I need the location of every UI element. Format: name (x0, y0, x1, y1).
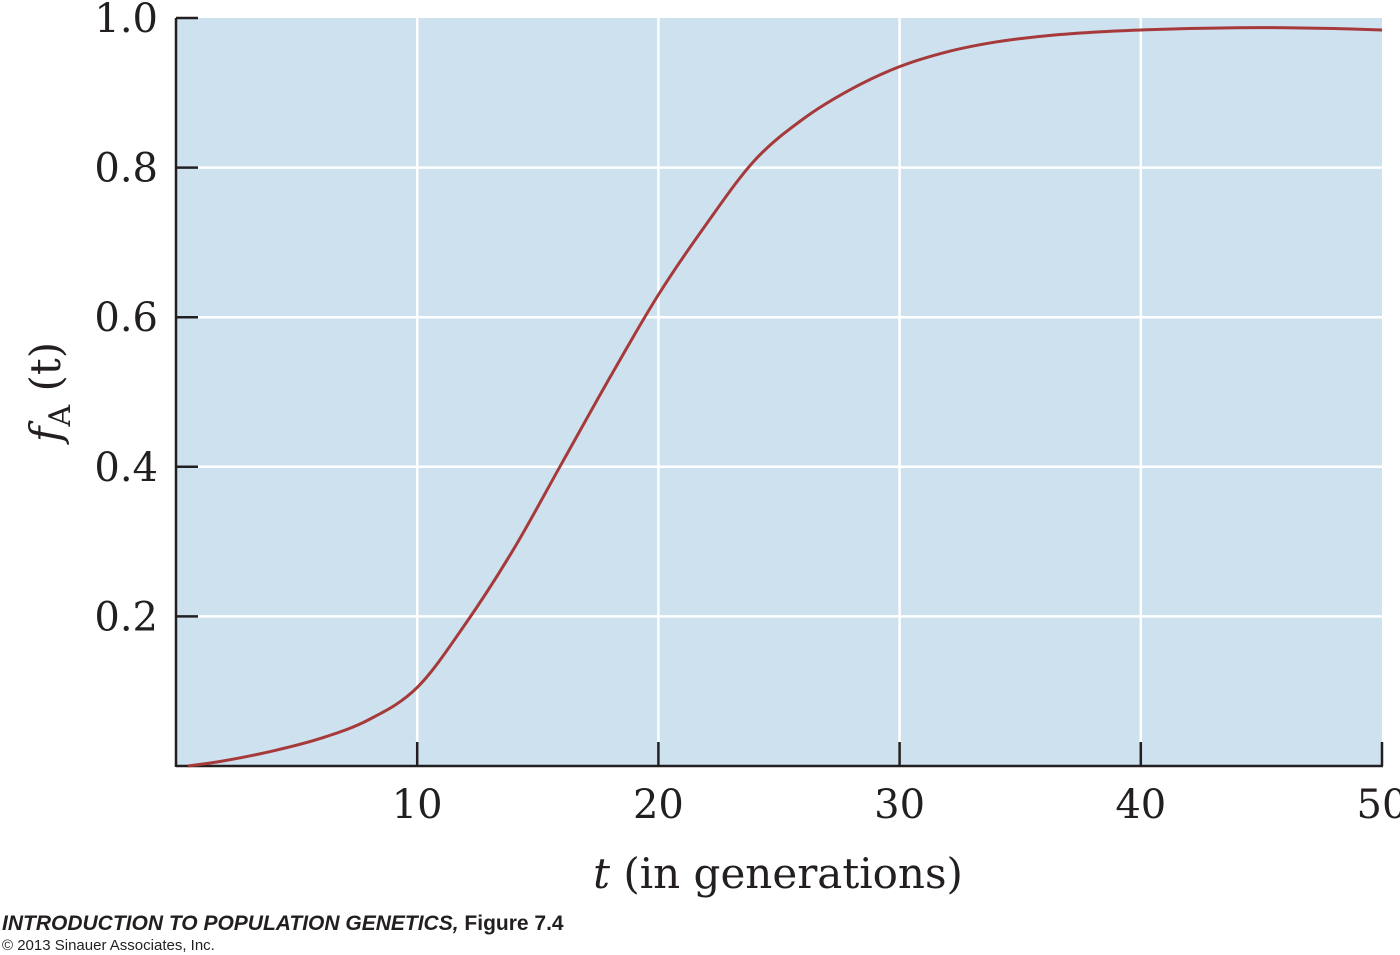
copyright: © 2013 Sinauer Associates, Inc. (2, 937, 215, 954)
grid (176, 18, 1382, 766)
plot-area (176, 18, 1382, 766)
x-tick-label: 10 (392, 782, 443, 828)
y-axis-title: fA (t) (21, 342, 78, 445)
ticks (176, 16, 1384, 766)
x-tick-label: 20 (633, 782, 684, 828)
x-axis-title: t (in generations) (593, 849, 963, 898)
y-tick-label: 0.6 (94, 295, 158, 341)
y-axis-sub: A (43, 405, 78, 428)
figure-caption: INTRODUCTION TO POPULATION GENETICS, Fig… (2, 912, 564, 936)
series-line (187, 26, 1383, 768)
x-tick-label: 40 (1115, 782, 1166, 828)
figure-number: Figure 7.4 (458, 912, 564, 935)
series (187, 26, 1383, 768)
y-tick-label: 0.4 (94, 445, 158, 491)
y-axis-rest: (t) (21, 342, 70, 405)
x-tick-label: 50 (1357, 782, 1400, 828)
x-tick-label: 30 (874, 782, 925, 828)
x-axis-var: t (593, 849, 610, 898)
tick-labels: 10 20 30 40 50 0.2 0.4 0.6 0.8 1.0 (94, 0, 1400, 828)
y-tick-label: 0.8 (94, 146, 158, 192)
x-axis-rest: (in generations) (610, 849, 963, 898)
y-tick-label: 0.2 (94, 594, 158, 640)
book-title: INTRODUCTION TO POPULATION GENETICS, (2, 912, 459, 935)
axes (174, 18, 1383, 768)
y-tick-label: 1.0 (94, 0, 158, 42)
